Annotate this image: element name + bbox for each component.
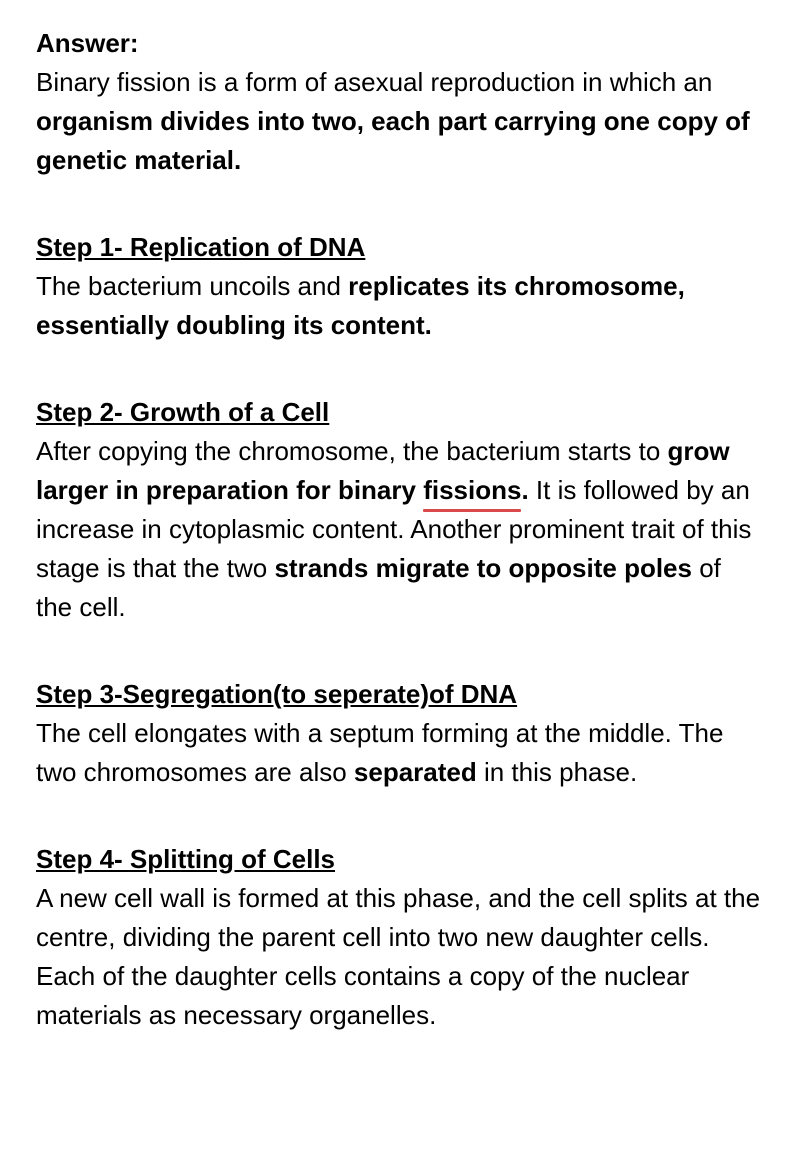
answer-label: Answer: — [36, 28, 139, 58]
step1-paragraph: The bacterium uncoils and replicates its… — [36, 267, 764, 345]
step4-section: Step 4- Splitting of Cells A new cell wa… — [36, 840, 764, 1035]
step2-bold-3: strands migrate to opposite poles — [274, 553, 692, 583]
step1-section: Step 1- Replication of DNA The bacterium… — [36, 228, 764, 345]
step3-text-2: in this phase. — [477, 757, 637, 787]
step3-section: Step 3-Segregation(to seperate)of DNA Th… — [36, 675, 764, 792]
step3-bold-1: separated — [354, 757, 477, 787]
step3-heading: Step 3-Segregation(to seperate)of DNA — [36, 675, 764, 714]
answer-section: Answer: Binary fission is a form of asex… — [36, 24, 764, 180]
step4-heading: Step 4- Splitting of Cells — [36, 840, 764, 879]
answer-bold-1: organism divides into two, each part car… — [36, 106, 750, 175]
step2-bold-2: . — [521, 475, 528, 505]
step4-text-1: A new cell wall is formed at this phase,… — [36, 883, 760, 1030]
step2-squiggle: fissions — [423, 471, 521, 510]
answer-paragraph: Answer: Binary fission is a form of asex… — [36, 24, 764, 180]
step2-paragraph: After copying the chromosome, the bacter… — [36, 432, 764, 627]
step3-paragraph: The cell elongates with a septum forming… — [36, 714, 764, 792]
answer-text-1: Binary fission is a form of asexual repr… — [36, 67, 712, 97]
step1-text-1: The bacterium uncoils and — [36, 271, 348, 301]
step2-section: Step 2- Growth of a Cell After copying t… — [36, 393, 764, 627]
step1-heading: Step 1- Replication of DNA — [36, 228, 764, 267]
step4-paragraph: A new cell wall is formed at this phase,… — [36, 879, 764, 1035]
step2-heading: Step 2- Growth of a Cell — [36, 393, 764, 432]
step2-text-1: After copying the chromosome, the bacter… — [36, 436, 668, 466]
